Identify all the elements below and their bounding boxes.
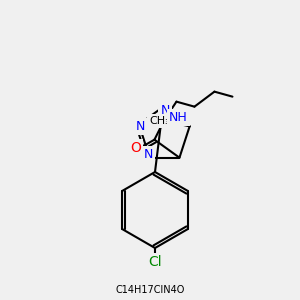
Text: NH: NH xyxy=(169,111,188,124)
Text: N: N xyxy=(144,148,153,161)
Text: Cl: Cl xyxy=(148,255,162,269)
Text: C14H17ClN4O: C14H17ClN4O xyxy=(115,285,185,295)
Text: N: N xyxy=(160,104,170,118)
Text: N: N xyxy=(136,120,145,133)
Text: CH₃: CH₃ xyxy=(149,116,170,126)
Text: O: O xyxy=(130,141,141,155)
